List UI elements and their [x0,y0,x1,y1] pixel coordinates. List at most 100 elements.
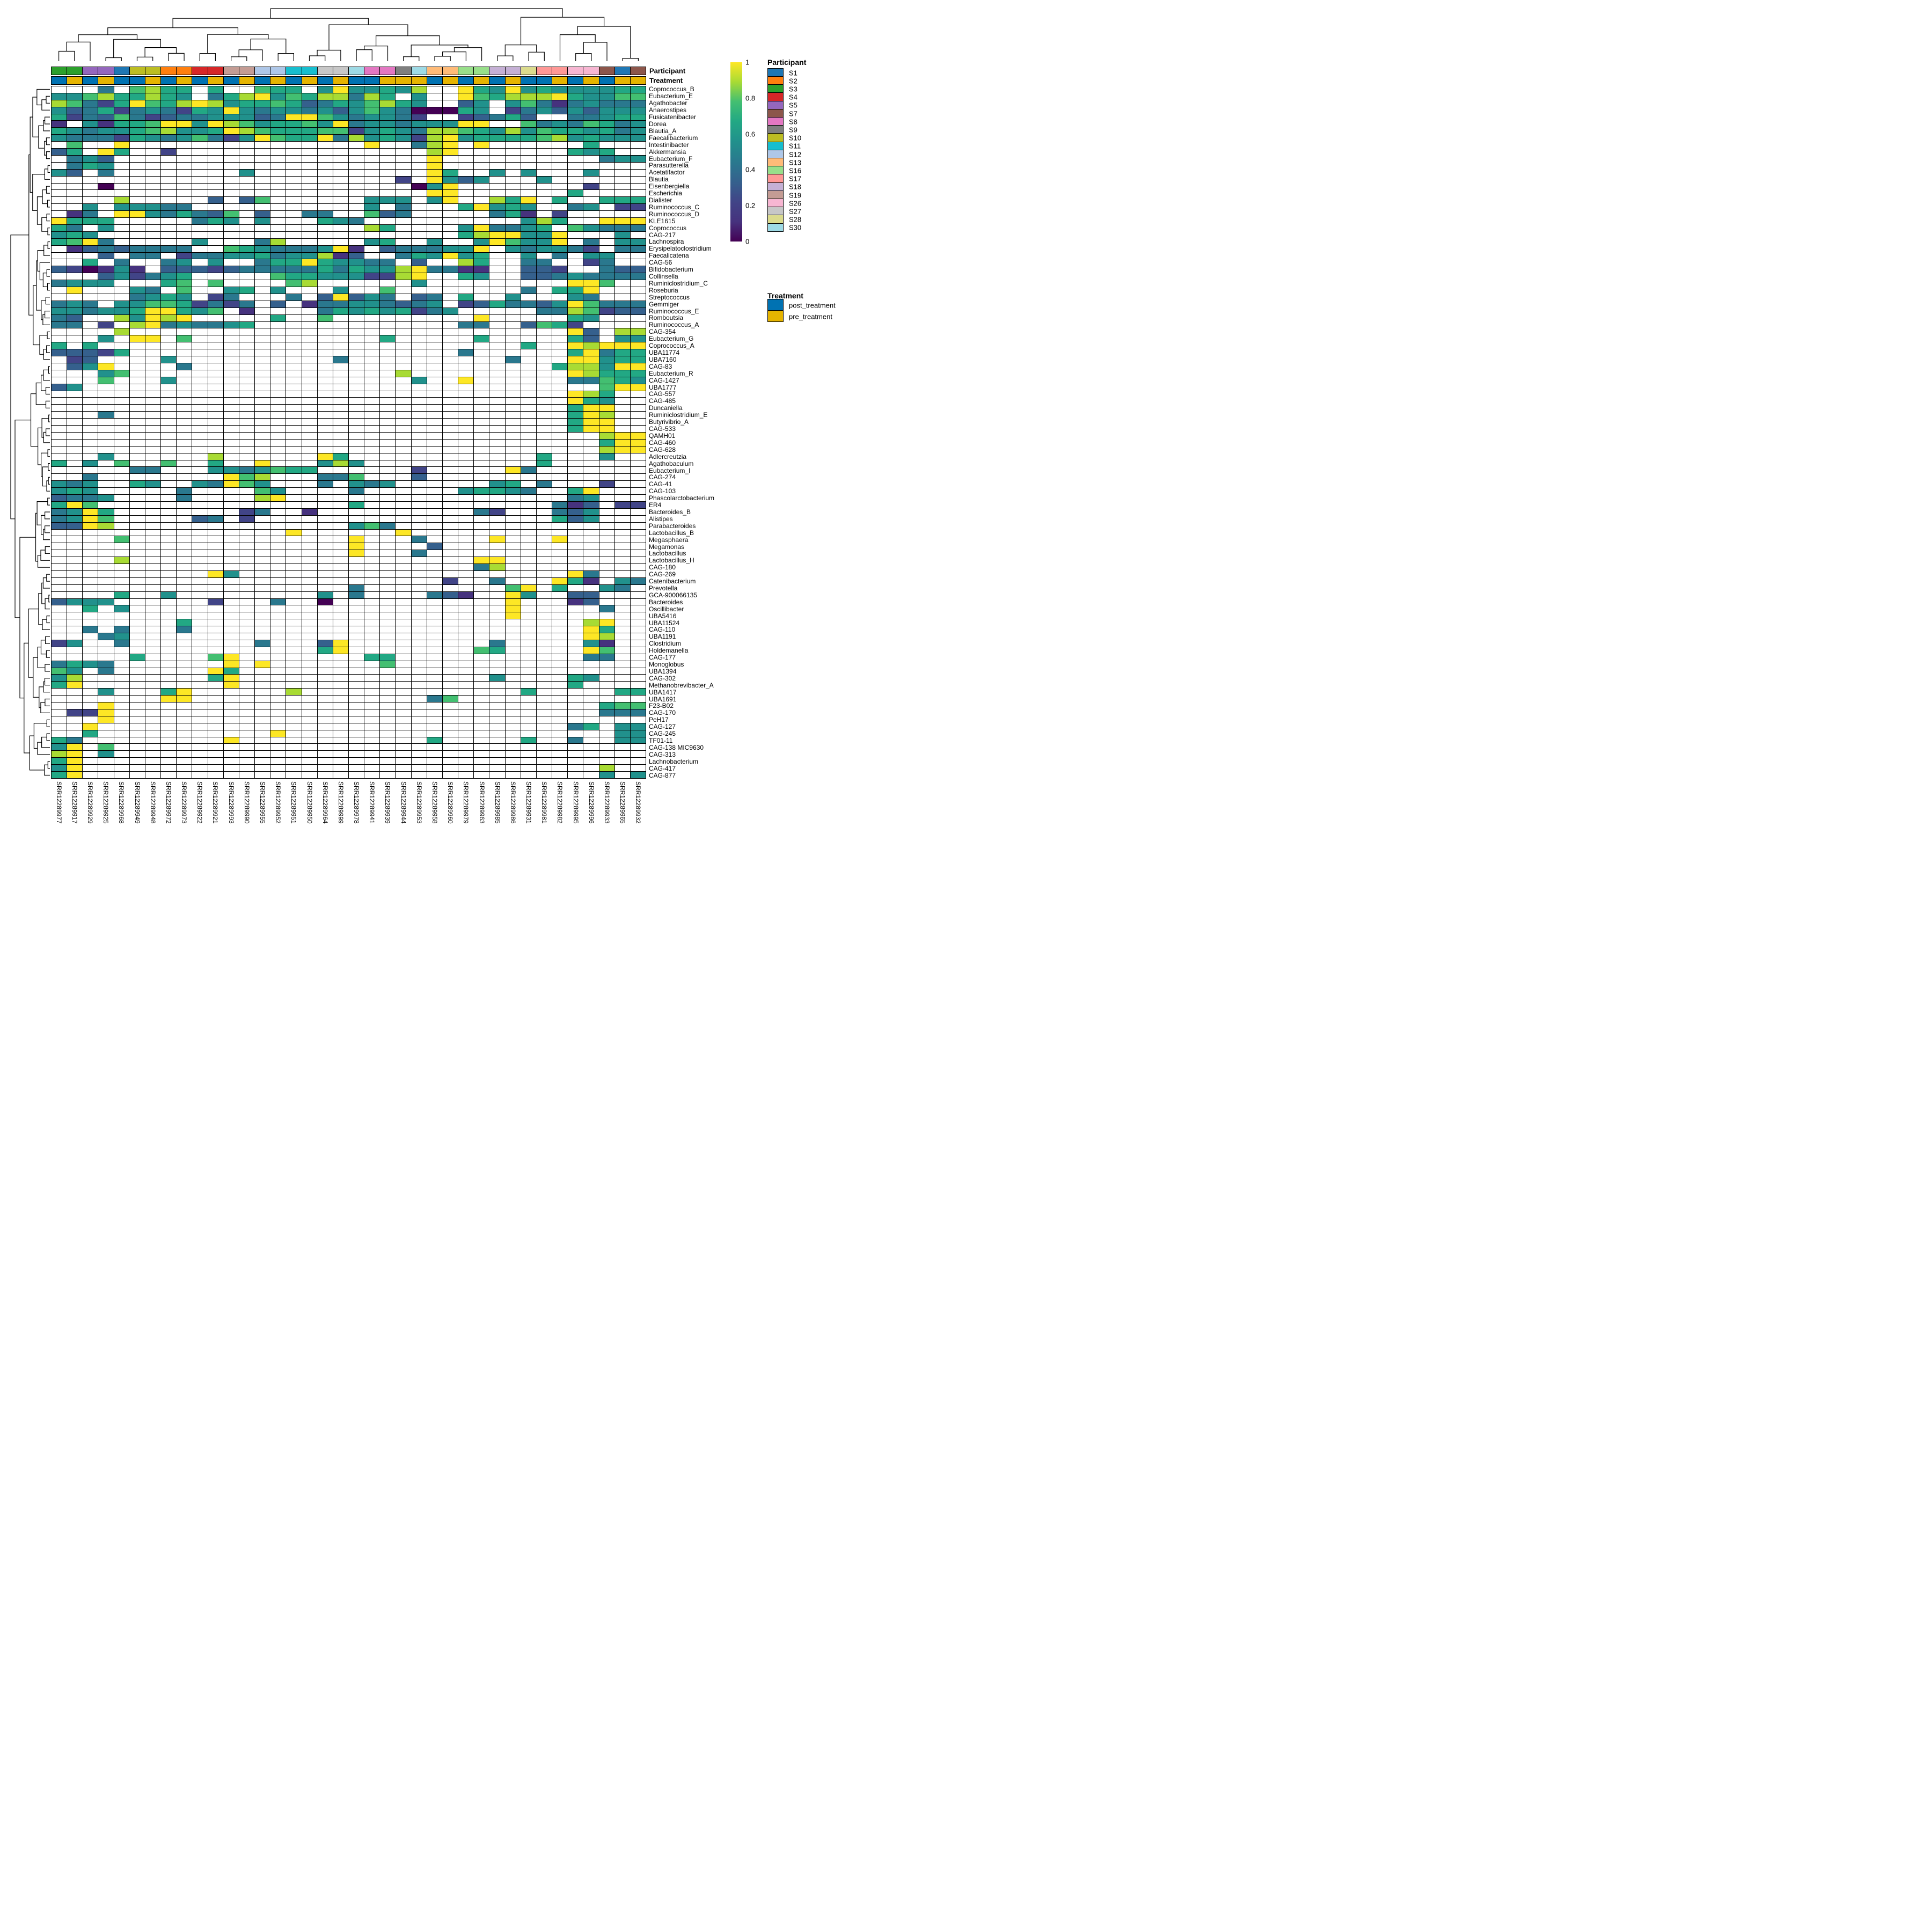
heatmap-cell [630,744,646,751]
heatmap-cell [348,308,364,314]
heatmap-cell [599,619,614,626]
heatmap-cell [364,522,380,529]
heatmap-cell [489,536,505,543]
heatmap-cell [568,744,583,751]
heatmap-cell [98,439,114,446]
heatmap-cell [192,93,208,100]
heatmap-cell [614,370,630,377]
heatmap-cell [458,737,474,744]
participant-legend-label: S12 [789,150,802,159]
heatmap-cell [411,121,427,128]
heatmap-cell [568,633,583,640]
heatmap-cell [505,730,521,737]
heatmap-cell [302,398,317,405]
heatmap-cell [98,142,114,149]
heatmap-cell [208,356,223,363]
heatmap-cell [83,86,98,93]
heatmap-cell [239,522,255,529]
heatmap-cell [192,419,208,426]
heatmap-cell [364,508,380,515]
heatmap-cell [67,266,83,273]
heatmap-cell [442,211,458,218]
heatmap-cell [474,370,489,377]
heatmap-cell [411,287,427,294]
heatmap-cell [286,702,302,709]
heatmap-cell [521,633,536,640]
heatmap-cell [505,584,521,591]
heatmap-cell [114,183,129,190]
heatmap-cell [333,661,348,668]
heatmap-cell [67,294,83,301]
heatmap-cell [614,114,630,121]
heatmap-cell [192,252,208,259]
heatmap-cell [380,661,396,668]
heatmap-cell [145,252,161,259]
heatmap-cell [302,93,317,100]
heatmap-cell [239,577,255,584]
heatmap-cell [208,224,223,231]
heatmap-cell [568,314,583,321]
heatmap-cell [239,107,255,114]
heatmap-cell [427,412,442,419]
heatmap-cell [83,426,98,432]
row-label: CAG-56 [649,259,672,267]
heatmap-cell [489,100,505,107]
heatmap-cell [286,363,302,370]
heatmap-cell [348,398,364,405]
heatmap-cell [380,349,396,356]
heatmap-cell [552,515,568,522]
column-label: SRR12289960 [447,781,455,824]
heatmap-cell [599,405,614,412]
heatmap-cell [333,176,348,183]
heatmap-cell [302,183,317,190]
heatmap-cell [505,570,521,577]
heatmap-cell [208,190,223,197]
heatmap-cell [568,758,583,765]
heatmap-cell [302,689,317,696]
heatmap-cell [442,633,458,640]
heatmap-cell [489,675,505,682]
heatmap-cell [599,169,614,176]
heatmap-cell [348,218,364,224]
heatmap-cell [255,149,270,155]
heatmap-cell [208,432,223,439]
heatmap-cell [364,349,380,356]
heatmap-cell [302,668,317,675]
heatmap-cell [286,107,302,114]
heatmap-cell [129,765,145,772]
treatment-annotation-cell [364,77,380,84]
heatmap-cell [286,342,302,349]
heatmap-cell [380,245,396,252]
heatmap-cell [552,508,568,515]
heatmap-cell [255,155,270,162]
heatmap-cell [302,460,317,467]
heatmap-cell [333,93,348,100]
heatmap-cell [114,570,129,577]
heatmap-cell [177,204,192,211]
heatmap-cell [630,723,646,730]
heatmap-cell [364,467,380,474]
heatmap-cell [52,405,67,412]
heatmap-cell [536,654,552,661]
participant-annotation-cell [474,67,489,75]
heatmap-cell [286,508,302,515]
heatmap-cell [192,481,208,488]
heatmap-cell [474,100,489,107]
heatmap-cell [599,730,614,737]
heatmap-cell [599,744,614,751]
heatmap-cell [239,619,255,626]
heatmap-cell [474,211,489,218]
heatmap-cell [396,218,411,224]
heatmap-cell [458,675,474,682]
heatmap-cell [177,508,192,515]
heatmap-cell [114,633,129,640]
heatmap-cell [317,675,333,682]
heatmap-cell [98,661,114,668]
heatmap-cell [270,460,286,467]
heatmap-cell [599,675,614,682]
heatmap-cell [208,772,223,778]
heatmap-cell [458,730,474,737]
heatmap-cell [411,280,427,287]
heatmap-cell [208,266,223,273]
heatmap-cell [114,259,129,266]
